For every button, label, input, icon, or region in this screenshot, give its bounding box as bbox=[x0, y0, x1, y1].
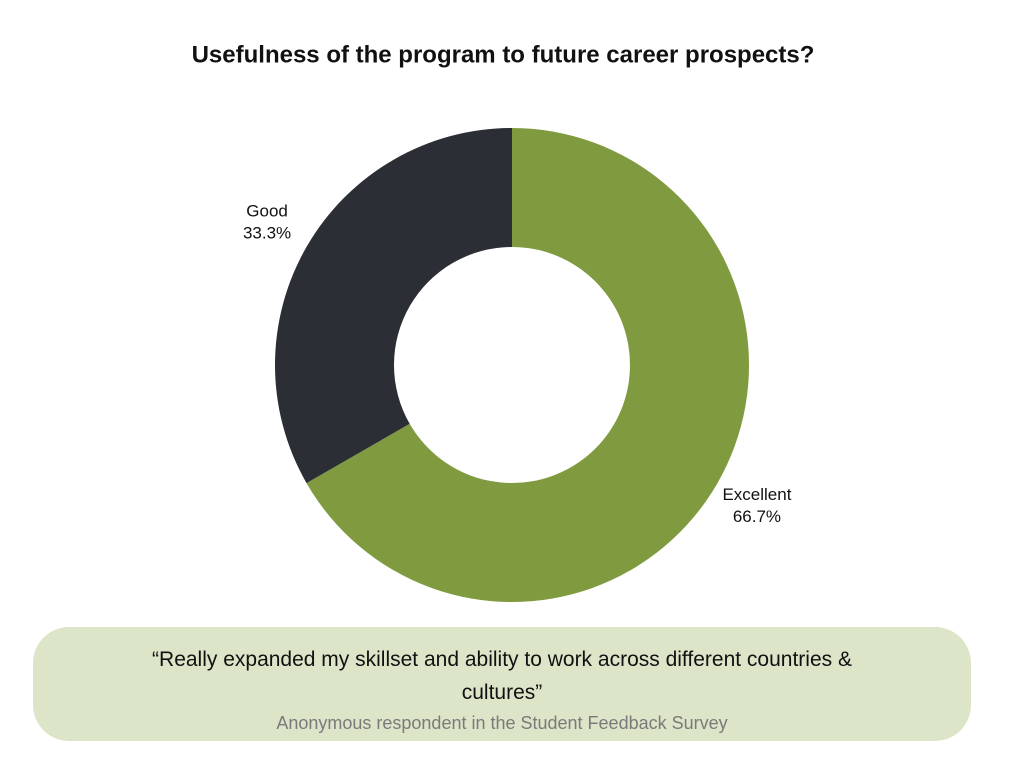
slice-label: Good bbox=[246, 202, 288, 221]
quote-text: “Really expanded my skillset and ability… bbox=[152, 648, 852, 704]
donut-slice bbox=[274, 128, 512, 484]
donut-slice bbox=[306, 128, 749, 602]
quote-source: Anonymous respondent in the Student Feed… bbox=[276, 713, 728, 733]
chart: Usefulness of the program to future care… bbox=[192, 41, 815, 602]
slice-value-label: 33.3% bbox=[243, 224, 291, 243]
slice-label: Excellent bbox=[722, 485, 791, 504]
quote-box: “Really expanded my skillset and ability… bbox=[33, 627, 971, 741]
slice-value-label: 66.7% bbox=[733, 507, 781, 526]
chart-title: Usefulness of the program to future care… bbox=[192, 41, 815, 68]
